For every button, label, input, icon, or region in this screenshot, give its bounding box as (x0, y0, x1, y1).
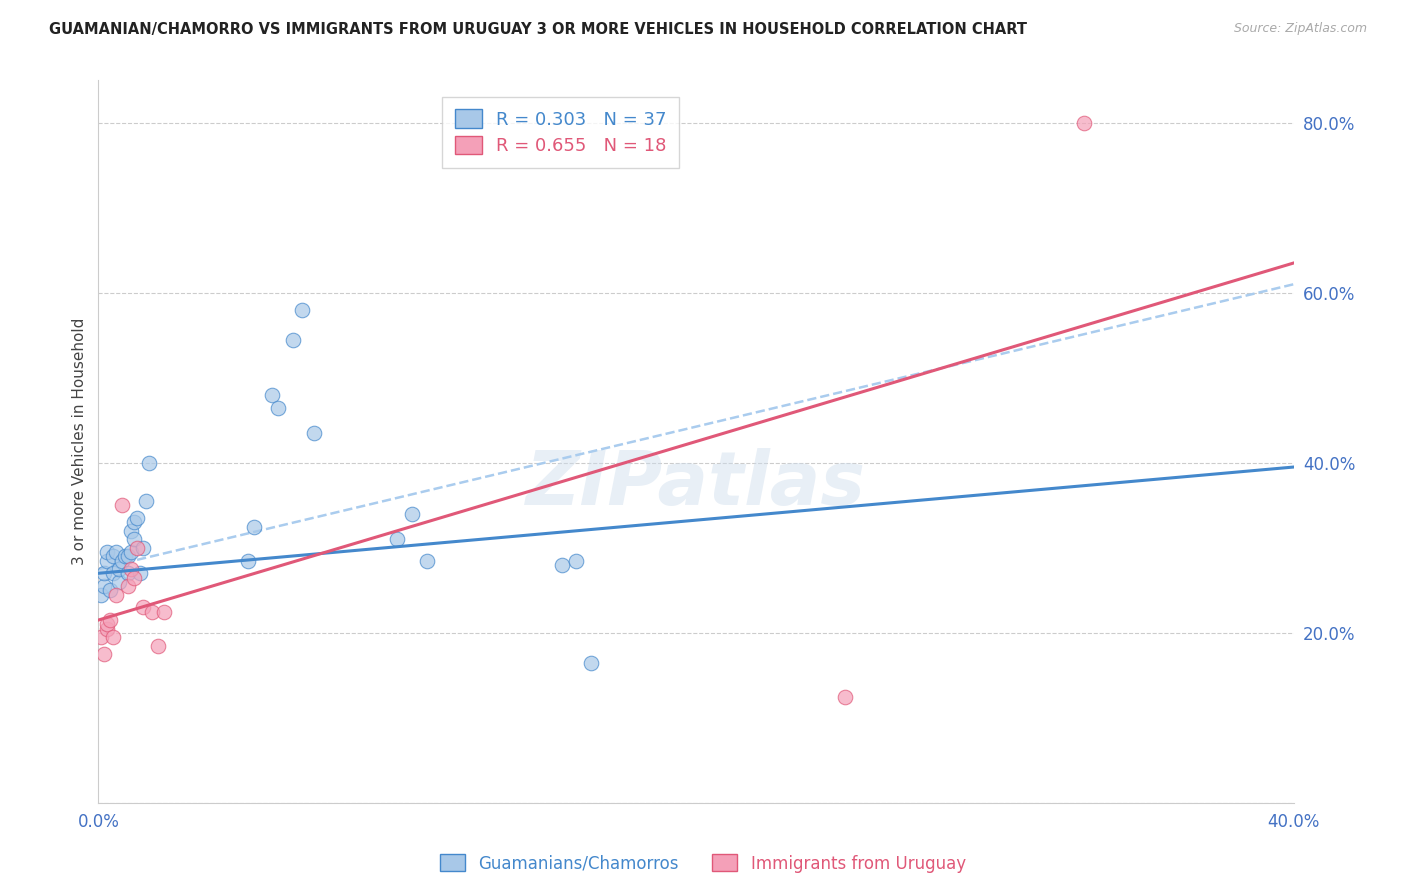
Point (834, 690, 856, 704)
Point (153, 605, 176, 619)
Point (93, 579, 115, 593)
Point (385, 533, 409, 547)
Point (1073, 116, 1095, 130)
Point (550, 558, 572, 572)
Point (120, 524, 142, 538)
Point (135, 494, 157, 508)
Point (96, 553, 118, 567)
Point (127, 511, 149, 525)
Point (120, 545, 142, 559)
Text: GUAMANIAN/CHAMORRO VS IMMIGRANTS FROM URUGUAY 3 OR MORE VEHICLES IN HOUSEHOLD CO: GUAMANIAN/CHAMORRO VS IMMIGRANTS FROM UR… (49, 22, 1028, 37)
Text: Source: ZipAtlas.com: Source: ZipAtlas.com (1233, 22, 1367, 36)
Point (117, 549, 139, 564)
Point (111, 553, 134, 567)
Legend: R = 0.303   N = 37, R = 0.655   N = 18: R = 0.303 N = 37, R = 0.655 N = 18 (441, 96, 679, 168)
Point (260, 388, 283, 402)
Point (236, 553, 259, 567)
Point (103, 549, 125, 564)
Legend: Guamanians/Chamorros, Immigrants from Uruguay: Guamanians/Chamorros, Immigrants from Ur… (433, 847, 973, 880)
Point (98, 583, 122, 598)
Point (105, 588, 128, 602)
Point (124, 570, 146, 584)
Point (117, 579, 139, 593)
Point (117, 566, 139, 581)
Point (401, 507, 423, 521)
Point (105, 545, 128, 559)
Point (90, 588, 112, 602)
Point (93, 566, 115, 581)
Point (96, 617, 118, 632)
Text: ZIPatlas: ZIPatlas (526, 449, 866, 522)
Point (141, 605, 163, 619)
Point (291, 302, 314, 317)
Point (108, 562, 131, 576)
Point (124, 533, 146, 547)
Point (132, 541, 155, 555)
Point (581, 656, 603, 670)
Point (114, 549, 136, 564)
Point (103, 630, 125, 644)
Point (138, 456, 160, 470)
Point (124, 516, 146, 530)
Point (281, 333, 304, 347)
Point (108, 574, 131, 589)
Point (243, 519, 266, 533)
Point (93, 647, 115, 661)
Point (96, 622, 118, 636)
Point (148, 639, 170, 653)
Point (132, 600, 155, 615)
Point (96, 545, 118, 559)
Point (111, 498, 134, 512)
Point (267, 401, 290, 415)
Point (127, 541, 149, 555)
Y-axis label: 3 or more Vehicles in Household: 3 or more Vehicles in Household (72, 318, 87, 566)
Point (302, 425, 325, 440)
Point (416, 553, 439, 567)
Point (90, 630, 112, 644)
Point (565, 553, 588, 567)
Point (120, 562, 142, 576)
Point (129, 566, 152, 581)
Point (98, 613, 122, 627)
Point (103, 566, 125, 581)
